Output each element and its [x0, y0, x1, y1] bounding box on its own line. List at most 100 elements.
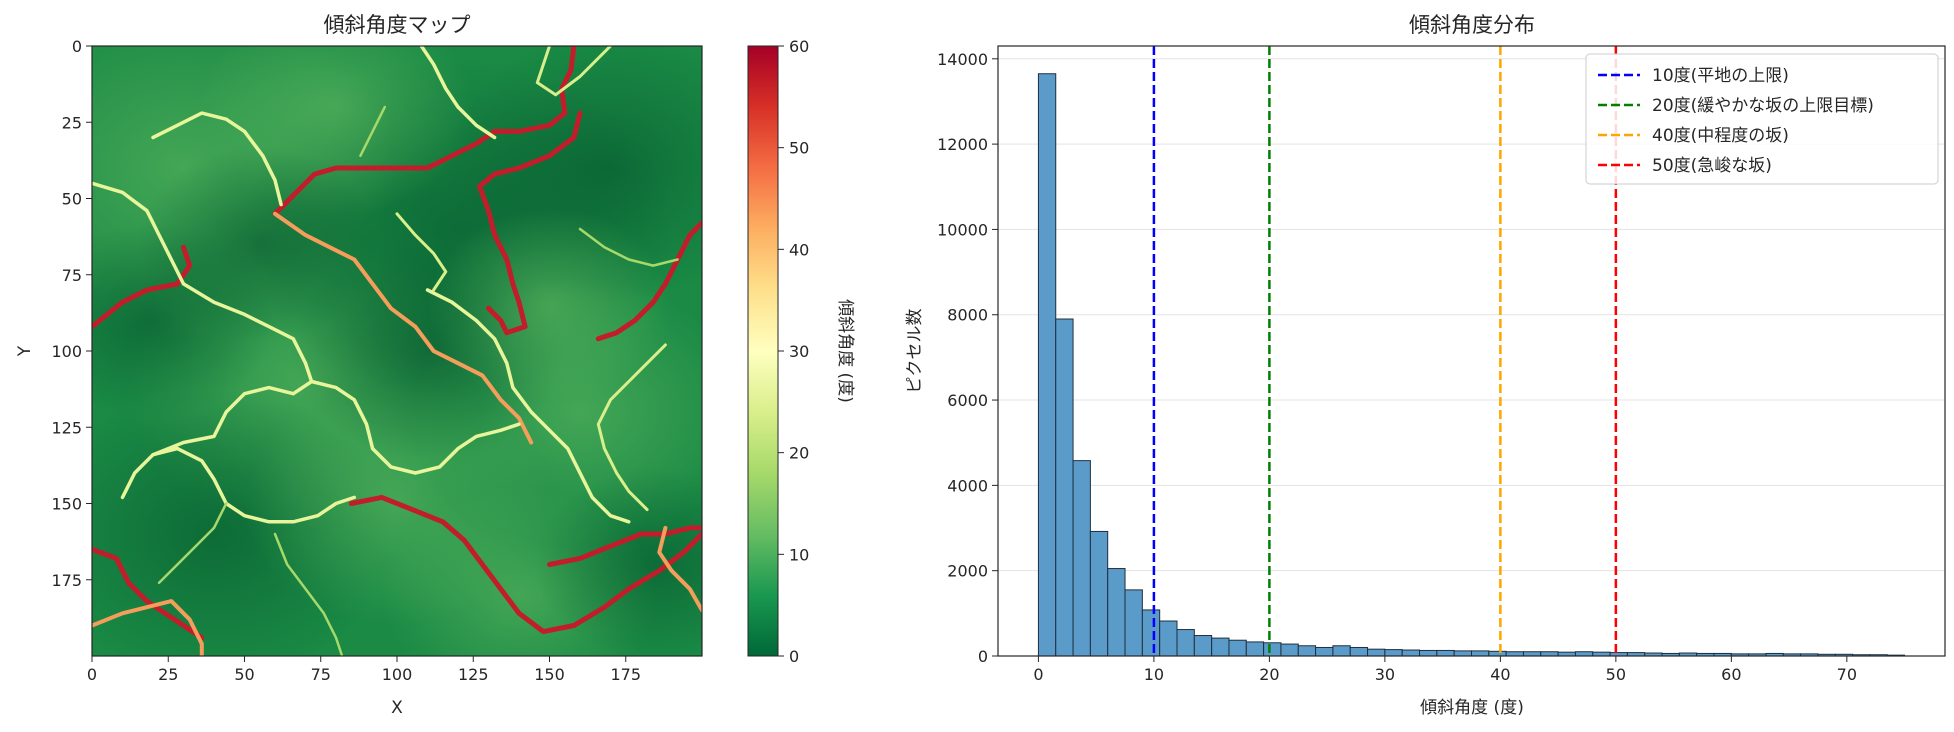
colorbar-ticks: 0 10 20 30 40 50 60	[778, 37, 809, 666]
histogram-bar	[1089, 530, 1109, 657]
map-ridge-line	[120, 282, 314, 500]
map-ridge-line	[92, 244, 193, 330]
map-texture-blob	[427, 207, 672, 403]
histogram-x-axis: 0 10 20 30 40 50 60 70	[1033, 656, 1857, 684]
histogram-y-tick-label: 14000	[937, 50, 988, 69]
histogram-bar	[1384, 649, 1403, 657]
map-x-tick-label: 0	[87, 665, 97, 684]
map-ridge-line	[273, 532, 344, 656]
map-texture-blob	[137, 146, 382, 342]
histogram-reference-lines	[1152, 46, 1618, 656]
legend-label: 50度(急峻な坂)	[1652, 156, 1772, 176]
map-ridge-line	[425, 288, 631, 524]
map-title: 傾斜角度マップ	[324, 13, 471, 37]
histogram-x-tick-label: 20	[1259, 665, 1279, 684]
map-ridge-line	[476, 110, 583, 336]
histogram-y-tick-label: 8000	[947, 306, 988, 325]
histogram-x-label: 傾斜角度 (度)	[1420, 698, 1524, 718]
map-ridge-line	[273, 211, 534, 445]
histogram-bar	[1107, 568, 1126, 657]
histogram-y-axis: 0 2000 4000 6000 8000 10000 12000 14000	[937, 50, 998, 666]
histogram-x-tick-label: 70	[1837, 665, 1857, 684]
map-ridge-line	[92, 599, 204, 656]
histogram-x-tick-label: 60	[1721, 665, 1741, 684]
histogram-bar	[1124, 589, 1143, 657]
map-y-tick-label: 125	[51, 418, 82, 437]
map-texture	[92, 46, 702, 656]
map-x-tick-label: 75	[311, 665, 331, 684]
histogram-bar	[1193, 635, 1213, 657]
map-ridge-line	[596, 343, 667, 512]
histogram-bar	[1540, 651, 1559, 657]
histogram-bar	[1453, 650, 1473, 657]
map-y-axis: 0 25 50 75 100 125 150 175	[51, 37, 92, 590]
map-ridge-line	[419, 46, 497, 140]
map-ridge-line	[578, 227, 679, 267]
histogram-bar	[1401, 649, 1421, 657]
colorbar-tick-label: 10	[789, 545, 809, 564]
map-x-tick-label: 125	[458, 665, 489, 684]
histogram-bar	[1228, 639, 1247, 657]
histogram-bar	[1245, 641, 1265, 657]
colorbar-label: 傾斜角度 (度)	[835, 299, 855, 403]
histogram-frame	[997, 45, 1946, 657]
map-ridge-line	[595, 220, 702, 342]
colorbar-tick-label: 50	[789, 139, 809, 158]
map-y-tick-label: 100	[51, 342, 82, 361]
map-ridge-line	[92, 546, 205, 641]
map-ridge-line	[151, 111, 283, 207]
histogram-bar	[1419, 649, 1438, 657]
histogram-bar	[1141, 609, 1161, 657]
map-x-axis: 0 25 50 75 100 125 150 175	[87, 656, 641, 684]
map-x-tick-label: 175	[610, 665, 641, 684]
histogram-panel: 傾斜角度分布 0 10 20 30 40 50 60 70 0 2000 4000 6000 8000…	[905, 13, 1946, 718]
histogram-bar	[1505, 651, 1524, 657]
histogram-bar	[1263, 642, 1282, 657]
map-y-tick-label: 175	[51, 571, 82, 590]
map-x-tick-label: 100	[382, 665, 413, 684]
legend-label: 20度(緩やかな坂の上限目標)	[1652, 96, 1874, 116]
colorbar-tick-label: 30	[789, 342, 809, 361]
map-y-tick-label: 25	[62, 113, 82, 132]
histogram-x-tick-label: 50	[1606, 665, 1626, 684]
map-x-tick-label: 150	[534, 665, 565, 684]
histogram-bar	[1471, 650, 1490, 657]
map-ridge-line	[657, 525, 702, 613]
map-x-tick-label: 25	[158, 665, 178, 684]
histogram-title: 傾斜角度分布	[1409, 13, 1535, 37]
histogram-x-tick-label: 30	[1375, 665, 1395, 684]
colorbar-tick-label: 20	[789, 444, 809, 463]
histogram-bar	[1280, 643, 1299, 657]
histogram-y-tick-label: 6000	[947, 391, 988, 410]
histogram-bars	[1037, 73, 1906, 657]
histogram-bar	[1332, 645, 1351, 657]
map-ridges	[92, 46, 702, 656]
legend-label: 10度(平地の上限)	[1652, 66, 1789, 86]
map-ridge-line	[151, 446, 357, 524]
map-texture-blob	[534, 466, 702, 656]
map-ridge-line	[272, 46, 577, 217]
histogram-bar	[1574, 651, 1594, 657]
histogram-bar	[1367, 648, 1386, 657]
histogram-bar	[1211, 637, 1230, 657]
histogram-bar	[1037, 73, 1057, 657]
histogram-bar	[1055, 318, 1074, 657]
map-x-tick-label: 50	[234, 665, 254, 684]
map-ridge-line	[92, 181, 186, 286]
colorbar-tick-label: 60	[789, 37, 809, 56]
colorbar-bar	[747, 45, 779, 657]
colorbar: 0 10 20 30 40 50 60 傾斜角度 (度)	[747, 37, 855, 666]
histogram-bar	[1315, 646, 1334, 657]
histogram-legend: 10度(平地の上限) 20度(緩やかな坂の上限目標) 40度(中程度の坂) 50度(急…	[1585, 53, 1939, 185]
map-ridge-line	[348, 494, 702, 635]
map-ridge-line	[359, 105, 387, 158]
map-ridge-line	[535, 46, 612, 97]
histogram-y-label: ピクセル数	[905, 309, 925, 394]
map-ridge-line	[157, 502, 228, 585]
histogram-bar	[1072, 460, 1091, 657]
map-y-tick-label: 50	[62, 190, 82, 209]
slope-map-image	[92, 46, 702, 656]
colorbar-tick-label: 40	[789, 240, 809, 259]
histogram-x-tick-label: 0	[1033, 665, 1043, 684]
histogram-y-tick-label: 0	[978, 647, 988, 666]
